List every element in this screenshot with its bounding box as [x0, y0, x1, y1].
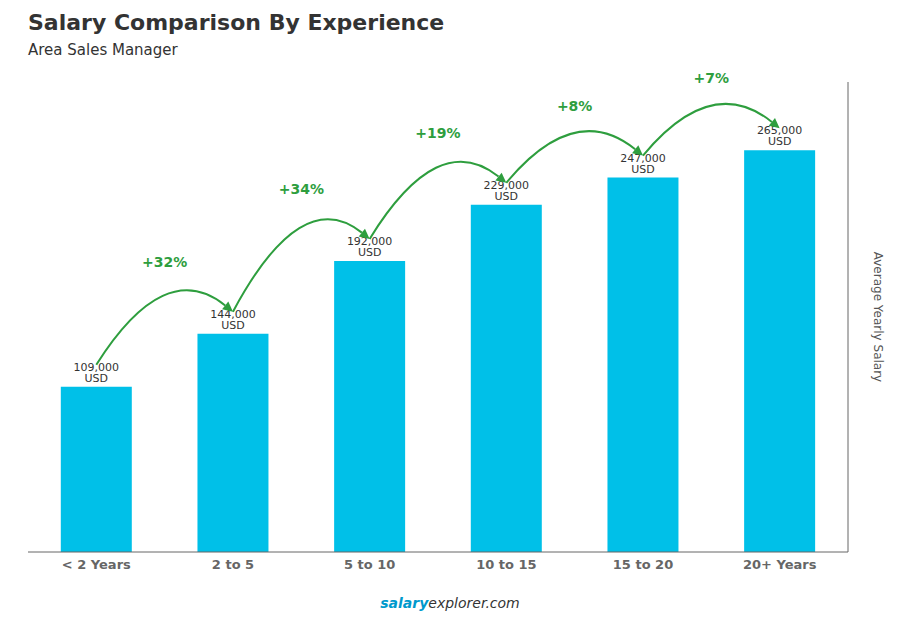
html-text:Salary Comparison By Experienc: Salary Comparison By Experience: [28, 10, 445, 35]
svg-text:Average Yearly Salary: Average Yearly Salary: [871, 252, 885, 382]
svg-text:+32%: +32%: [142, 254, 187, 270]
html-text:USD: USD: [494, 189, 519, 203]
html-text:229,000: 229,000: [483, 178, 529, 192]
svg-text:+7%: +7%: [694, 70, 730, 86]
html-text:109,000: 109,000: [73, 360, 120, 374]
html-text:USD: USD: [221, 318, 245, 332]
html-text:USD: USD: [84, 371, 109, 385]
html-text:USD: USD: [357, 245, 382, 259]
svg-text:< 2 Years: < 2 Years: [62, 557, 131, 572]
svg-text:15 to 20: 15 to 20: [613, 557, 673, 572]
svg-text:+8%: +8%: [557, 98, 593, 114]
html-text:192,000: 192,000: [346, 234, 393, 248]
svg-text:5 to 10: 5 to 10: [344, 557, 395, 572]
svg-text:+19%: +19%: [415, 125, 460, 141]
svg-text:20+ Years: 20+ Years: [743, 557, 817, 572]
html-text:247,000: 247,000: [620, 151, 666, 165]
html-text:USD: USD: [631, 162, 655, 176]
html-text:144,000: 144,000: [210, 307, 256, 321]
svg-text:10 to 15: 10 to 15: [476, 557, 536, 572]
svg-text:265,000USD: 265,000USD: [757, 124, 803, 148]
html-text:salary explorer.com: salary explorer.com: [380, 595, 520, 611]
svg-text:2 to 5: 2 to 5: [212, 557, 254, 572]
html-text:Area Sales Manager: Area Sales Manager: [28, 41, 178, 59]
svg-text:+34%: +34%: [279, 181, 324, 197]
